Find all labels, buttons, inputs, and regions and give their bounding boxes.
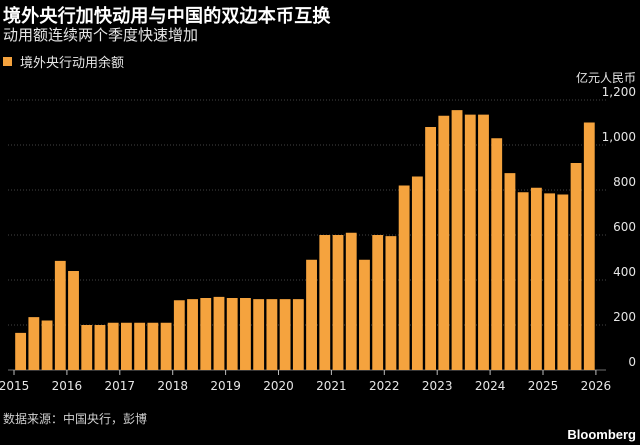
bar-2019Q1 [226, 298, 238, 370]
bar-2022Q1 [385, 236, 397, 371]
bar-2025Q4 [583, 122, 595, 370]
y-tick-label: 600 [613, 220, 636, 234]
x-tick-label: 2025 [528, 379, 559, 393]
y-tick-label: 1,200 [602, 85, 636, 99]
bar-2017Q2 [134, 322, 146, 370]
y-tick-label: 800 [613, 175, 636, 189]
legend-swatch [3, 57, 12, 66]
bar-2015Q3 [41, 320, 53, 370]
legend-label: 境外央行动用余额 [20, 56, 125, 71]
y-tick-label: 0 [628, 355, 636, 369]
bar-2019Q2 [240, 298, 251, 370]
bar-2024Q3 [517, 192, 529, 370]
chart-title: 境外央行加快动用与中国的双边本币互换 [3, 6, 331, 27]
bar-2015Q4 [54, 260, 66, 371]
bar-2017Q1 [120, 322, 132, 370]
bar-2017Q4 [160, 322, 172, 370]
bar-2022Q3 [411, 176, 423, 370]
bar-2018Q2 [187, 299, 198, 371]
bar-2019Q3 [253, 299, 265, 371]
bar-2023Q1 [438, 115, 450, 370]
bar-2016Q2 [81, 325, 93, 370]
bar-2025Q3 [570, 163, 582, 370]
bar-2025Q1 [544, 193, 556, 371]
y-tick-label: 200 [613, 310, 636, 324]
bar-2021Q3 [359, 259, 370, 370]
bar-2020Q4 [319, 235, 331, 370]
x-tick-label: 2017 [105, 379, 136, 393]
bar-2024Q2 [504, 173, 516, 371]
bar-2024Q4 [530, 187, 542, 370]
x-tick-label: 2019 [210, 379, 241, 393]
bar-2023Q4 [478, 114, 489, 371]
bar-2016Q3 [94, 325, 106, 370]
x-tick-label: 2026 [581, 379, 612, 393]
bloomberg-logo: Bloomberg [567, 427, 636, 442]
bar-2020Q2 [292, 299, 304, 371]
bar-2025Q2 [557, 194, 569, 370]
bar-2021Q1 [332, 235, 344, 370]
bar-2021Q2 [345, 232, 357, 370]
bar-2016Q1 [68, 271, 79, 370]
x-tick-label: 2018 [157, 379, 188, 393]
bar-2020Q1 [279, 299, 291, 371]
y-axis-unit: 亿元人民币 [576, 70, 636, 85]
bar-2022Q4 [425, 127, 437, 370]
x-axis-ticks: 2015 2016 2017 2018 2019 2020 2021 2022 2023 2024… [0, 370, 611, 393]
bar-2022Q2 [398, 185, 410, 370]
x-tick-label: 2023 [422, 379, 453, 393]
bar-2018Q1 [173, 300, 185, 370]
bar-2015Q2 [28, 317, 40, 371]
bar-2021Q4 [372, 235, 384, 370]
chart-subtitle: 动用额连续两个季度快速增加 [3, 26, 199, 44]
legend: 境外央行动用余额 [3, 52, 124, 71]
x-tick-label: 2021 [316, 379, 347, 393]
bar-2017Q3 [147, 322, 159, 370]
bar-2015Q1 [15, 332, 27, 371]
y-tick-label: 1,000 [602, 130, 636, 144]
source-note: 数据来源：中国央行，彭博 [3, 412, 148, 426]
x-tick-label: 2020 [263, 379, 294, 393]
y-axis-ticks: 0 200 400 600 800 1,000 1,200 [602, 85, 636, 369]
bar-2020Q3 [306, 259, 317, 370]
bar-2023Q3 [464, 114, 476, 371]
bar-2024Q1 [491, 138, 503, 370]
bar-2023Q2 [451, 110, 463, 371]
x-tick-label: 2016 [52, 379, 83, 393]
bar-2018Q4 [213, 296, 225, 371]
bar-2019Q4 [266, 299, 278, 371]
x-tick-label: 2024 [475, 379, 506, 393]
bar-2016Q4 [107, 322, 119, 370]
y-tick-label: 400 [613, 265, 636, 279]
bar-2018Q3 [200, 298, 212, 370]
x-tick-label: 2015 [0, 379, 29, 393]
bars [15, 110, 595, 371]
x-tick-label: 2022 [369, 379, 400, 393]
